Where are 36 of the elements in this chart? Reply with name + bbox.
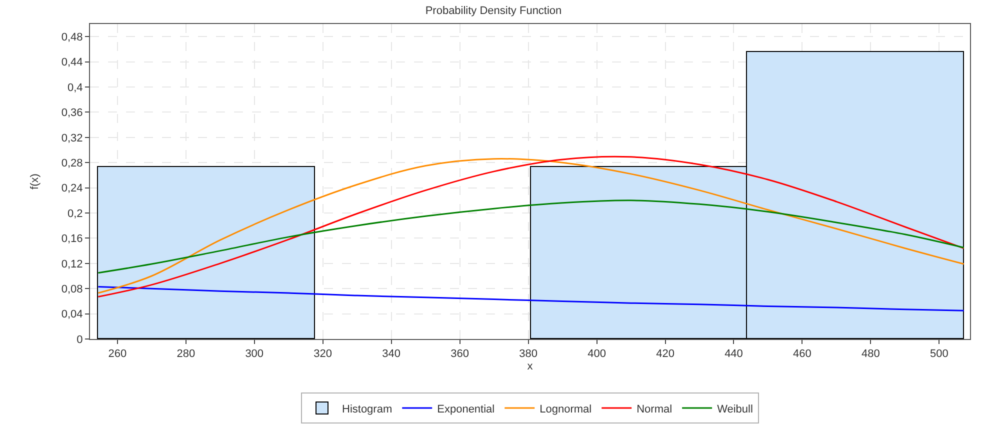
y-tick-label: 0,2 [68, 208, 83, 220]
y-tick-label: 0,36 [61, 107, 83, 120]
x-tick-label: 460 [793, 348, 812, 360]
y-tick-label: 0,44 [61, 56, 83, 69]
legend-label: Weibull [717, 403, 753, 416]
legend-label: Lognormal [540, 403, 592, 416]
y-tick-label: 0 [76, 334, 83, 346]
legend-label: Exponential [437, 403, 495, 416]
y-tick-label: 0,12 [61, 258, 83, 270]
x-tick-label: 440 [724, 348, 743, 360]
y-axis-title: f(x) [29, 174, 42, 190]
y-tick-label: 0,24 [61, 182, 83, 195]
x-tick-label: 400 [588, 348, 606, 360]
x-tick-label: 480 [862, 348, 880, 360]
x-tick-label: 340 [382, 348, 400, 360]
x-tick-label: 280 [176, 348, 196, 360]
y-tick-label: 0,48 [61, 31, 83, 44]
y-tick-label: 0,04 [61, 308, 83, 321]
x-tick-label: 380 [519, 348, 538, 360]
x-tick-label: 320 [314, 348, 332, 360]
x-tick-label: 300 [245, 348, 264, 360]
y-tick-label: 0,32 [61, 132, 83, 144]
legend-label: Histogram [342, 403, 392, 416]
x-tick-label: 420 [656, 348, 674, 360]
x-tick-label: 260 [108, 348, 127, 360]
y-tick-label: 0,08 [61, 283, 83, 296]
y-tick-label: 0,28 [61, 157, 83, 170]
legend-label: Normal [636, 403, 672, 416]
line-series [97, 286, 965, 312]
x-axis-title: x [527, 360, 534, 372]
x-tick-label: 500 [930, 348, 948, 360]
x-tick-label: 360 [450, 348, 469, 360]
chart-title: Probability Density Function [425, 5, 562, 18]
line-series [97, 200, 965, 274]
y-tick-label: 0,4 [68, 82, 83, 94]
y-tick-label: 0,16 [61, 233, 83, 246]
